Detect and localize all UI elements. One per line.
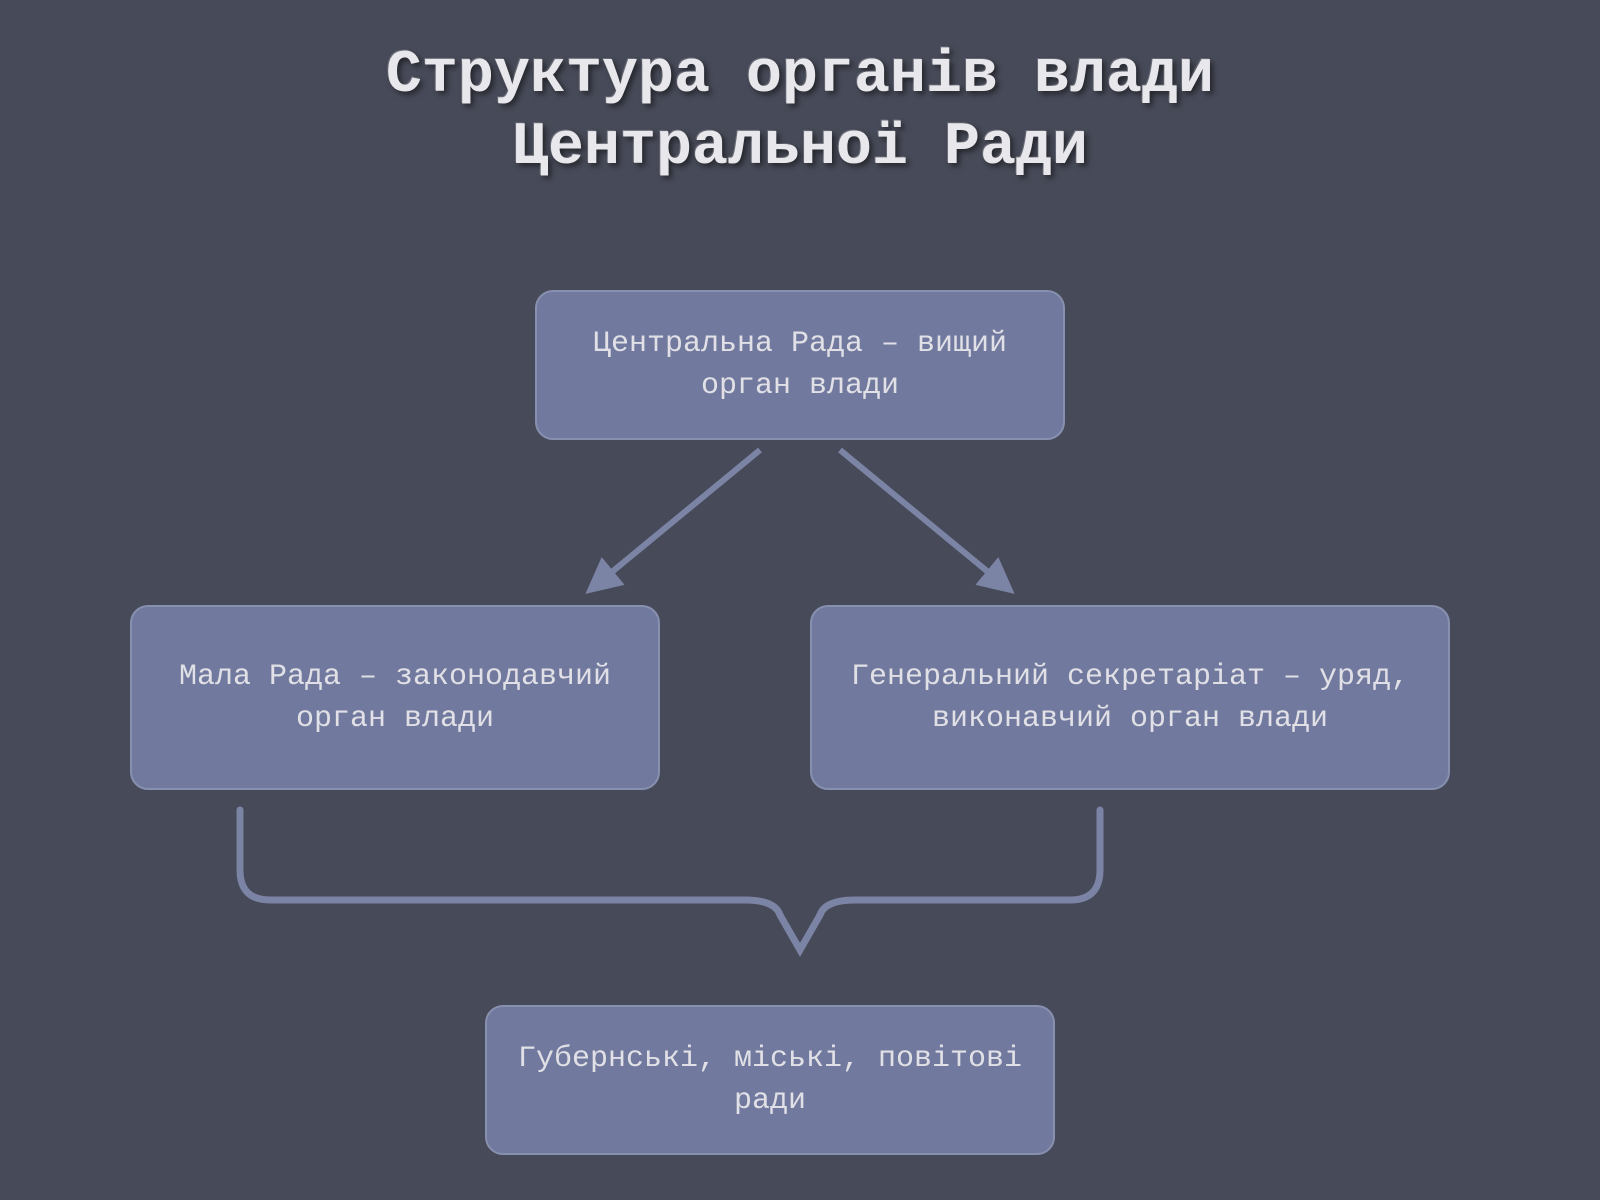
- title-line2: Центральної Ради: [512, 114, 1088, 182]
- node-text: Мала Рада – законодавчий орган влади: [162, 656, 628, 740]
- node-general-secretariat: Генеральний секретаріат – уряд, виконавч…: [810, 605, 1450, 790]
- node-central-rada: Центральна Рада – вищий орган влади: [535, 290, 1065, 440]
- node-text: Центральна Рада – вищий орган влади: [567, 323, 1033, 407]
- node-text: Генеральний секретаріат – уряд, виконавч…: [842, 656, 1418, 740]
- title-line1: Структура органів влади: [386, 42, 1214, 110]
- node-text: Губернські, міські, повітові ради: [517, 1038, 1023, 1122]
- node-local-councils: Губернські, міські, повітові ради: [485, 1005, 1055, 1155]
- diagram-title: Структура органів влади Центральної Ради: [0, 40, 1600, 184]
- node-mala-rada: Мала Рада – законодавчий орган влади: [130, 605, 660, 790]
